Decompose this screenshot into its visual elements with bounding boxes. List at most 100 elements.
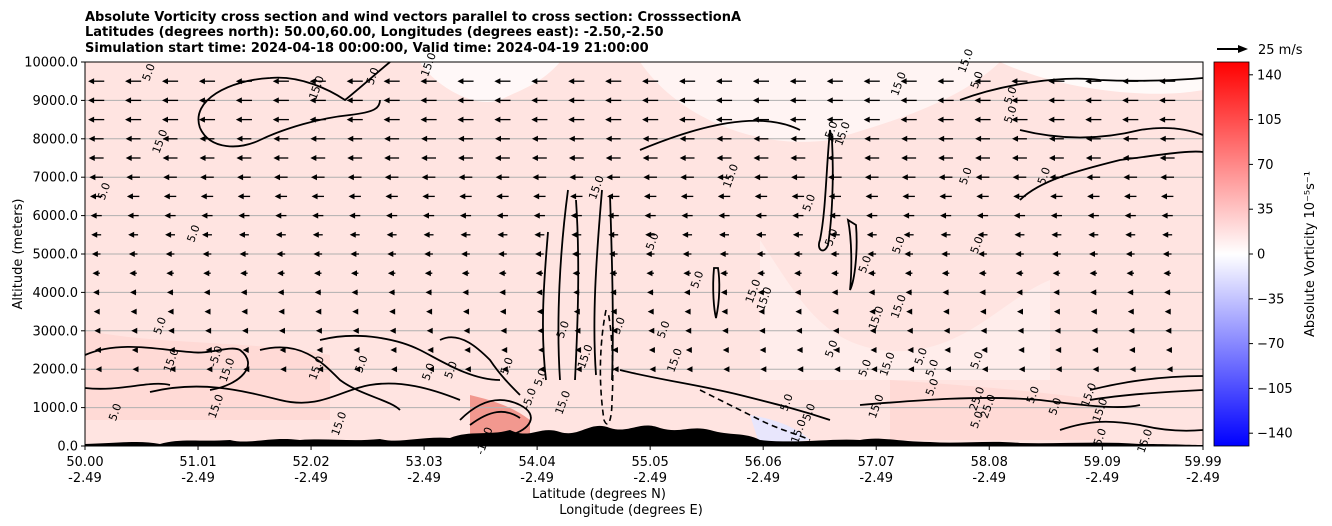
wind-vector	[794, 289, 801, 296]
x-tick-label-lon: -2.49	[520, 471, 554, 486]
wind-vector	[1122, 78, 1139, 85]
wind-vector	[387, 251, 396, 257]
wind-vector	[605, 97, 622, 104]
wind-vector	[683, 270, 691, 277]
wind-vector	[834, 366, 841, 373]
wind-vector	[938, 135, 954, 142]
wind-vector	[941, 251, 950, 257]
wind-vector	[648, 347, 655, 353]
wind-vector	[680, 174, 694, 181]
wind-vector	[497, 231, 508, 238]
contour-label: 5.0	[822, 338, 840, 359]
contour-line	[439, 336, 521, 396]
quiver-key-label: 25 m/s	[1258, 43, 1303, 58]
wind-vector	[792, 212, 804, 219]
wind-vector	[716, 155, 732, 161]
wind-vector	[866, 212, 878, 219]
wind-vector	[163, 174, 177, 181]
wind-vector	[795, 308, 802, 315]
wind-vector	[1012, 174, 1027, 181]
wind-vector	[130, 289, 137, 296]
wind-vector	[827, 155, 843, 161]
wind-vector	[1013, 212, 1026, 219]
wind-vector	[92, 270, 100, 277]
wind-vector	[572, 270, 581, 277]
wind-vector	[944, 347, 951, 353]
wind-vector	[977, 231, 988, 238]
contour-line	[1059, 420, 1203, 432]
contour-line	[259, 346, 401, 411]
wind-vector	[867, 251, 877, 257]
wind-vector	[242, 327, 249, 334]
wind-vector	[499, 289, 506, 296]
y-tick-label: 6000.0	[33, 209, 79, 224]
wind-vector	[500, 327, 507, 334]
wind-vector	[1085, 97, 1102, 104]
wind-vector	[1088, 231, 1099, 238]
wind-vector	[1048, 116, 1065, 123]
x-tick-label-lat: 52.02	[292, 455, 329, 470]
contour-label: 5.0	[185, 223, 203, 244]
wind-vector	[199, 135, 215, 142]
wind-vector	[864, 155, 880, 161]
wind-vector	[607, 212, 619, 219]
wind-vector	[127, 212, 139, 219]
wind-vector	[753, 135, 769, 142]
wind-vector	[643, 174, 657, 181]
wind-vector	[1127, 308, 1134, 315]
wind-vector	[168, 327, 175, 334]
wind-vector	[205, 327, 212, 334]
wind-vector	[752, 78, 770, 85]
wind-vector	[1011, 116, 1028, 123]
wind-vector	[315, 327, 322, 334]
wind-vector	[1164, 289, 1171, 296]
wind-vector	[863, 78, 880, 85]
wind-vector	[351, 289, 358, 296]
wind-vector	[531, 135, 547, 142]
wind-vector	[1048, 155, 1064, 161]
wind-vector	[272, 116, 289, 123]
wind-vector	[758, 308, 765, 315]
contour-line	[149, 382, 461, 404]
wind-vector	[125, 97, 142, 104]
wind-vector	[421, 174, 436, 181]
wind-vector	[316, 347, 323, 353]
wind-vector	[125, 155, 141, 161]
contour-label: 5.0	[140, 62, 158, 83]
wind-vector	[870, 347, 877, 353]
wind-vector	[941, 270, 950, 277]
wind-vector	[537, 327, 544, 334]
wind-vector	[309, 78, 326, 85]
contour-label: 5.0	[364, 66, 382, 87]
wind-vector	[938, 174, 953, 181]
wind-vector	[976, 212, 989, 219]
wind-vector	[568, 155, 584, 161]
wind-vector	[350, 270, 359, 277]
wind-vector	[354, 366, 361, 373]
wind-vector	[942, 289, 949, 296]
colorbar-label: Absolute Vorticity 10⁻⁵s⁻¹	[1303, 171, 1318, 337]
colorbar-tick-label: −35	[1257, 292, 1284, 307]
wind-vector	[383, 78, 400, 85]
y-tick-label: 5000.0	[33, 248, 79, 263]
wind-vector	[611, 347, 618, 353]
wind-vector	[1012, 155, 1027, 161]
wind-vector	[828, 193, 842, 200]
wind-vector	[647, 308, 654, 315]
wind-vector	[125, 78, 142, 85]
wind-vector	[679, 155, 695, 161]
wind-vector	[388, 289, 395, 296]
wind-vector	[494, 78, 511, 85]
wind-vector	[464, 347, 471, 353]
wind-vector	[832, 308, 839, 315]
contour-label: 5.0	[968, 350, 986, 371]
contour-label: 5.0	[890, 235, 908, 256]
contour-label: 5.0	[968, 235, 986, 256]
wind-vector	[871, 366, 878, 373]
wind-vector	[642, 116, 659, 123]
wind-vector	[88, 78, 105, 85]
wind-vector	[424, 251, 433, 257]
colorbar-tick-label: 105	[1257, 113, 1282, 128]
wind-vector	[464, 366, 471, 373]
wind-vector	[532, 174, 547, 181]
